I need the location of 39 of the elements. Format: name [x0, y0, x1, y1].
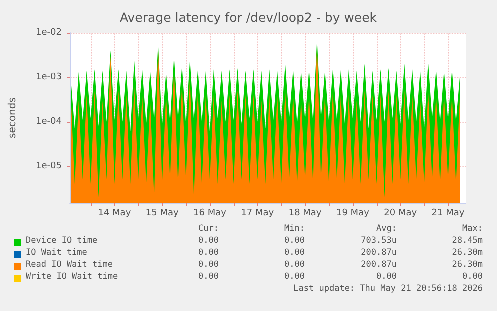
y-tick-label: 1e-05: [36, 161, 62, 172]
text: 0.00: [198, 236, 219, 246]
text: 0.00: [284, 248, 305, 258]
text: 26.30m: [452, 248, 483, 258]
x-tick-label: 15 May: [146, 208, 180, 218]
x-tick-label: 20 May: [384, 208, 418, 218]
text: 0.00: [198, 260, 219, 270]
text: Cur:: [198, 224, 219, 234]
text: 703.53u: [361, 236, 397, 246]
y-tick-label: 1e-03: [36, 72, 62, 82]
x-tick-label: 17 May: [241, 208, 275, 218]
text: 0.00: [284, 236, 305, 246]
x-tick-label: 19 May: [336, 208, 370, 218]
text: Avg:: [376, 224, 397, 234]
y-tick-label: 1e-04: [36, 116, 62, 127]
text: 0.00: [198, 272, 219, 282]
text: Last update: Thu May 21 20:56:18 2026: [294, 284, 483, 294]
text: 200.87u: [361, 248, 397, 258]
text: 28.45m: [452, 236, 483, 246]
y-tick-label: 1e-02: [36, 28, 62, 38]
chart-title: Average latency for /dev/loop2 - by week: [120, 10, 378, 25]
text: Min:: [284, 224, 305, 234]
text: 200.87u: [361, 260, 397, 270]
legend-label: Read IO Wait time: [26, 260, 113, 270]
legend-label: IO Wait time: [26, 248, 88, 258]
text: 26.30m: [452, 260, 483, 270]
text: 0.00: [376, 272, 397, 282]
x-tick-label: 14 May: [98, 208, 132, 218]
text: Max:: [462, 224, 483, 234]
text: 0.00: [284, 260, 305, 270]
x-tick-label: 21 May: [432, 208, 466, 218]
y-axis-title: seconds: [8, 98, 18, 138]
text: 0.00: [462, 272, 483, 282]
x-tick-label: 16 May: [194, 208, 228, 218]
text: 0.00: [284, 272, 305, 282]
legend-label: Device IO time: [26, 236, 98, 246]
text: 0.00: [198, 248, 219, 258]
x-tick-label: 18 May: [288, 208, 322, 218]
legend-label: Write IO Wait time: [26, 272, 118, 282]
